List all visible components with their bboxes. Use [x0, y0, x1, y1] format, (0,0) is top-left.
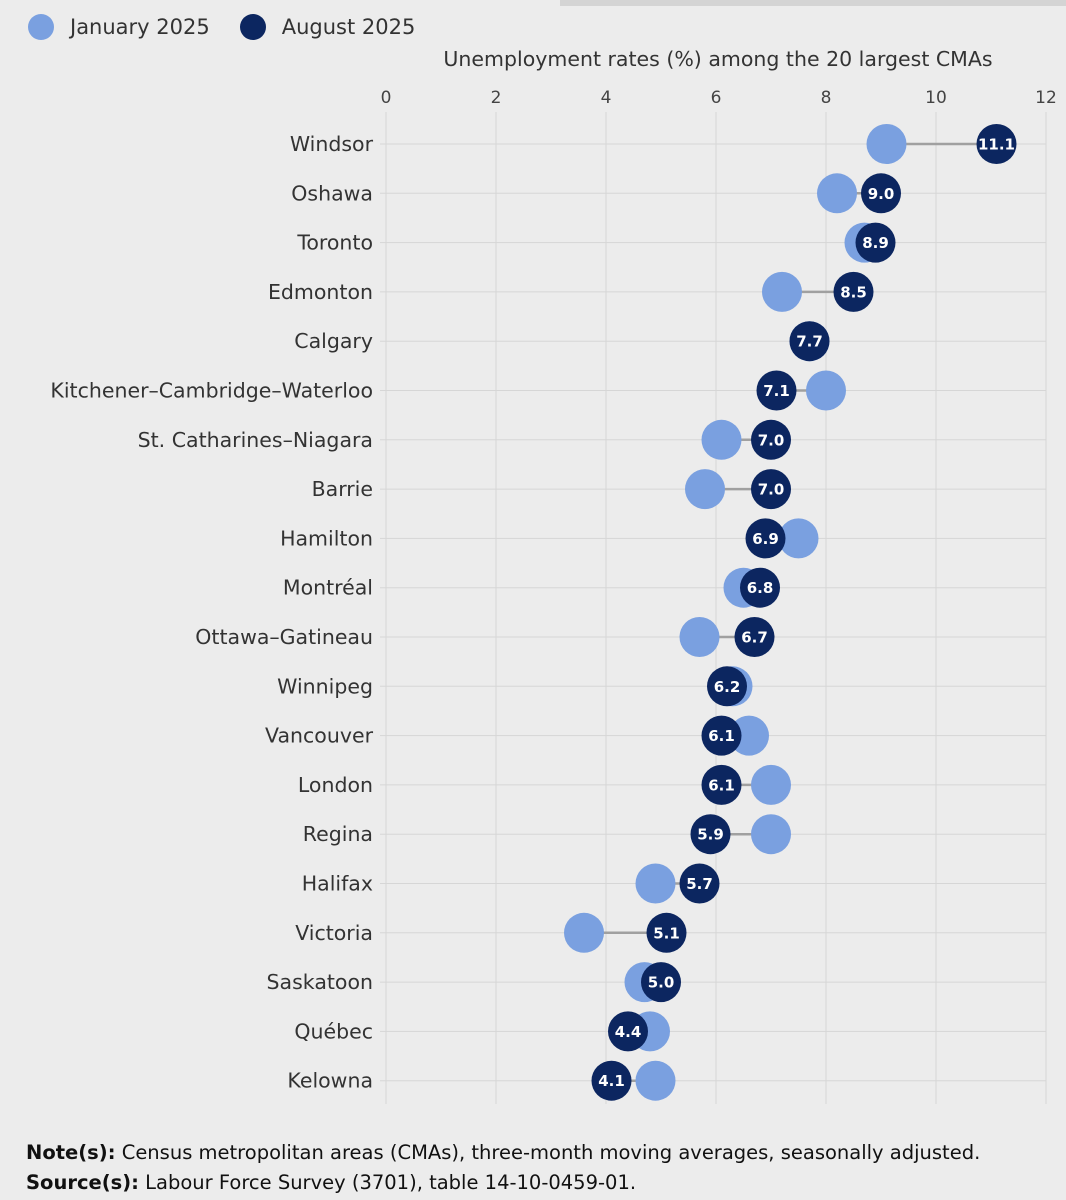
august-2025-value-label: 6.8 — [747, 579, 774, 597]
category-label: Québec — [294, 1019, 373, 1043]
january-2025-point — [751, 764, 791, 805]
january-2025-point — [762, 271, 802, 312]
top-divider — [560, 0, 1066, 6]
category-label: Edmonton — [268, 280, 373, 304]
august-2025-point — [855, 222, 896, 263]
source-label: Source(s): — [26, 1171, 139, 1194]
august-2025-point — [701, 764, 742, 805]
x-tick-label-8: 8 — [821, 88, 832, 108]
august-2025-value-label: 6.1 — [708, 727, 735, 745]
august-2025-point — [861, 173, 901, 214]
august-2025-point — [976, 124, 1017, 164]
august-2025-value-label: 7.1 — [763, 382, 790, 400]
january-2025-point — [701, 419, 742, 460]
august-2025-value-label: 6.9 — [752, 530, 779, 548]
january-2025-point — [729, 715, 769, 756]
category-label: Ottawa–Gatineau — [195, 625, 373, 649]
category-label: Montréal — [283, 576, 373, 600]
category-label: Oshawa — [291, 181, 373, 205]
dot-plot-chart: Unemployment rates (%) among the 20 larg… — [50, 47, 1057, 1104]
category-label: Halifax — [302, 872, 373, 896]
note-text: Census metropolitan areas (CMAs), three-… — [115, 1141, 981, 1164]
august-2025-point — [734, 617, 775, 657]
january-2025-point — [866, 124, 907, 164]
august-2025-value-label: 5.9 — [697, 826, 724, 844]
august-2025-value-label: 8.9 — [862, 234, 889, 252]
august-2025-value-label: 5.0 — [648, 974, 675, 992]
x-tick-label-4: 4 — [601, 88, 612, 108]
legend-item-august[interactable]: August 2025 — [239, 14, 416, 40]
august-2025-point — [591, 1060, 632, 1101]
august-2025-point — [789, 321, 830, 362]
january-2025-point — [778, 518, 819, 559]
august-2025-value-label: 6.2 — [714, 678, 741, 696]
legend-label-january: January 2025 — [70, 15, 210, 39]
august-2025-value-label: 4.4 — [615, 1023, 642, 1041]
category-label: Barrie — [312, 477, 373, 501]
august-2025-point — [707, 666, 747, 707]
august-2025-point — [646, 912, 687, 953]
legend-label-august: August 2025 — [281, 15, 416, 39]
august-2025-point — [641, 962, 681, 1003]
august-2025-value-label: 11.1 — [978, 136, 1015, 154]
x-tick-label-12: 12 — [1035, 88, 1057, 108]
category-label: Vancouver — [265, 724, 374, 748]
august-2025-point — [751, 469, 791, 510]
august-2025-point — [679, 863, 720, 904]
january-2025-point — [564, 912, 604, 953]
august-2025-value-label: 7.0 — [758, 481, 785, 499]
category-label: Victoria — [295, 921, 373, 945]
legend-dot-january — [28, 14, 54, 40]
august-2025-point — [756, 370, 797, 411]
august-2025-value-label: 5.7 — [686, 875, 713, 893]
note-line: Note(s): Census metropolitan areas (CMAs… — [26, 1138, 980, 1168]
august-2025-value-label: 8.5 — [840, 283, 867, 301]
august-2025-value-label: 7.0 — [758, 431, 785, 449]
august-2025-value-label: 5.1 — [653, 924, 680, 942]
chart-title: Unemployment rates (%) among the 20 larg… — [443, 47, 992, 71]
category-label: Toronto — [296, 231, 373, 255]
january-2025-point — [635, 863, 676, 904]
category-label: Kitchener–Cambridge–Waterloo — [50, 379, 373, 403]
category-label: Calgary — [294, 329, 373, 353]
january-2025-point — [685, 469, 725, 510]
august-2025-point — [608, 1011, 648, 1052]
january-2025-point — [806, 370, 846, 411]
source-text: Labour Force Survey (3701), table 14-10-… — [138, 1171, 637, 1194]
source-line: Source(s): Labour Force Survey (3701), t… — [26, 1168, 980, 1198]
category-label: Winnipeg — [277, 674, 373, 698]
august-2025-point — [833, 271, 874, 312]
category-label: Hamilton — [280, 526, 373, 550]
x-tick-label-0: 0 — [381, 88, 392, 108]
august-2025-value-label: 4.1 — [598, 1072, 625, 1090]
legend-dot-august — [239, 14, 266, 40]
notes-block: Note(s): Census metropolitan areas (CMAs… — [26, 1138, 980, 1198]
august-2025-point — [740, 567, 780, 608]
legend-item-january[interactable]: January 2025 — [28, 14, 210, 40]
january-2025-point — [635, 1060, 676, 1101]
august-2025-point — [745, 518, 786, 559]
category-label: St. Catharines–Niagara — [138, 428, 373, 452]
category-label: Kelowna — [287, 1069, 373, 1093]
january-2025-point — [751, 814, 791, 855]
category-label: Windsor — [290, 132, 374, 156]
august-2025-value-label: 7.7 — [796, 333, 823, 351]
category-label: Regina — [303, 822, 373, 846]
august-2025-value-label: 6.7 — [741, 629, 768, 647]
legend: January 2025 August 2025 — [28, 12, 445, 42]
august-2025-point — [751, 419, 791, 460]
august-2025-point — [690, 814, 731, 855]
note-label: Note(s): — [26, 1141, 116, 1164]
august-2025-value-label: 9.0 — [868, 185, 895, 203]
category-label: London — [298, 773, 373, 797]
x-tick-label-2: 2 — [491, 88, 502, 108]
august-2025-value-label: 6.1 — [708, 776, 735, 794]
august-2025-point — [701, 715, 742, 756]
january-2025-point — [679, 617, 720, 657]
x-tick-label-6: 6 — [711, 88, 722, 108]
category-label: Saskatoon — [267, 970, 373, 994]
x-tick-label-10: 10 — [925, 88, 947, 108]
january-2025-point — [817, 173, 857, 214]
